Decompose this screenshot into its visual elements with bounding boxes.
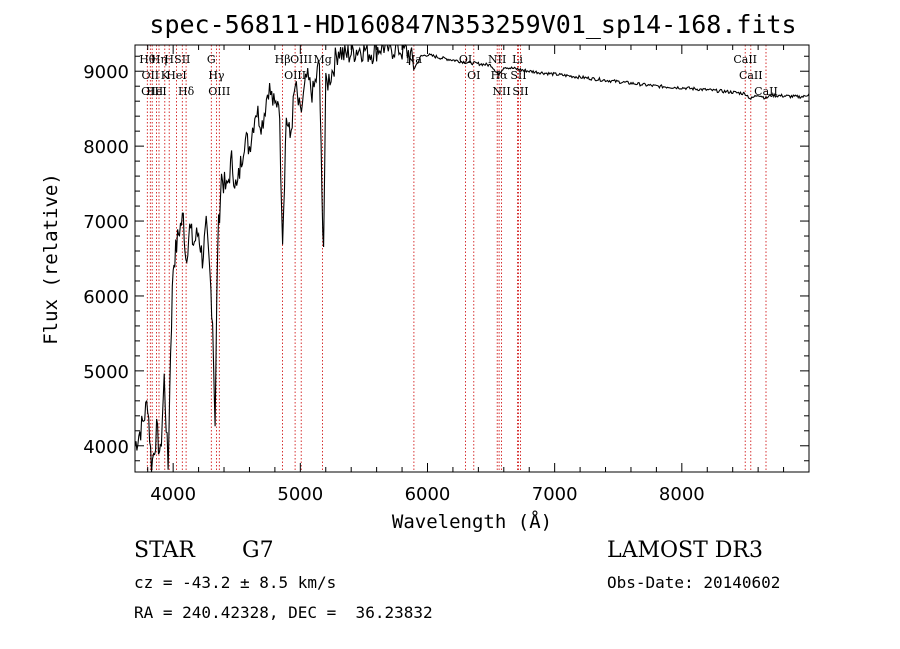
line-marker-label: NII xyxy=(488,53,506,66)
y-tick-label: 4000 xyxy=(83,437,129,458)
line-marker-label: Hδ xyxy=(178,85,195,98)
y-axis-ticks: 4000 5000 6000 7000 8000 9000 xyxy=(83,55,809,462)
coordinates: RA = 240.42328, DEC = 36.23832 xyxy=(134,603,433,622)
y-axis-label: Flux (relative) xyxy=(40,173,62,345)
line-marker-label: SII xyxy=(174,53,190,66)
line-marker-label: SII xyxy=(510,69,526,82)
x-tick-label: 6000 xyxy=(405,484,451,505)
line-marker-label: OII xyxy=(141,69,159,82)
x-tick-label: 7000 xyxy=(532,484,578,505)
line-marker-label: OIII xyxy=(141,85,163,98)
line-marker-label: Hθ xyxy=(139,53,156,66)
line-marker-label: OIII xyxy=(290,53,312,66)
redshift-text: cz = -43.2 ± 8.5 km/s xyxy=(134,573,337,592)
subclass: G7 xyxy=(242,538,274,563)
line-marker-label: SII xyxy=(512,85,528,98)
line-markers xyxy=(146,45,767,472)
line-marker-label: Hγ xyxy=(208,69,225,82)
line-marker-label: CaII xyxy=(739,69,763,82)
x-tick-label: 4000 xyxy=(150,484,196,505)
line-marker-label: OI xyxy=(467,69,480,82)
line-marker-label: HeI xyxy=(166,69,186,82)
y-tick-label: 5000 xyxy=(83,362,129,383)
x-tick-label: 8000 xyxy=(659,484,705,505)
x-axis-label: Wavelength (Å) xyxy=(392,510,552,533)
plot-frame xyxy=(134,44,810,473)
x-axis-ticks: 4000 5000 6000 7000 8000 xyxy=(147,45,785,505)
line-marker-label: Li xyxy=(512,53,523,66)
line-marker-label: H xyxy=(164,53,174,66)
line-marker-label: K xyxy=(161,69,170,82)
line-marker-label: Hβ xyxy=(275,53,291,66)
spectrum-line xyxy=(134,43,810,473)
x-tick-label: 5000 xyxy=(277,484,323,505)
y-tick-label: 6000 xyxy=(83,287,129,308)
line-marker-labels: HθOIIOIIIHeIHηKHHeISIIHδGHγOIIIHβOIIIOII… xyxy=(139,53,778,98)
survey-name: LAMOST DR3 xyxy=(607,538,763,563)
object-class: STAR xyxy=(134,538,195,563)
line-marker-label: NII xyxy=(492,85,510,98)
line-marker-label: OIII xyxy=(284,69,306,82)
line-marker-label: OIII xyxy=(208,85,230,98)
line-marker-label: G xyxy=(207,53,216,66)
y-tick-label: 9000 xyxy=(83,62,129,83)
line-marker-label: CaII xyxy=(733,53,757,66)
line-marker-label: Mg xyxy=(313,53,331,66)
obs-date: Obs-Date: 20140602 xyxy=(607,573,781,592)
chart-title: spec-56811-HD160847N353259V01_sp14-168.f… xyxy=(149,10,796,39)
line-marker-label: Hη xyxy=(151,53,167,66)
line-marker-label: HeI xyxy=(146,85,166,98)
y-tick-label: 8000 xyxy=(83,137,129,158)
y-tick-label: 7000 xyxy=(83,212,129,233)
